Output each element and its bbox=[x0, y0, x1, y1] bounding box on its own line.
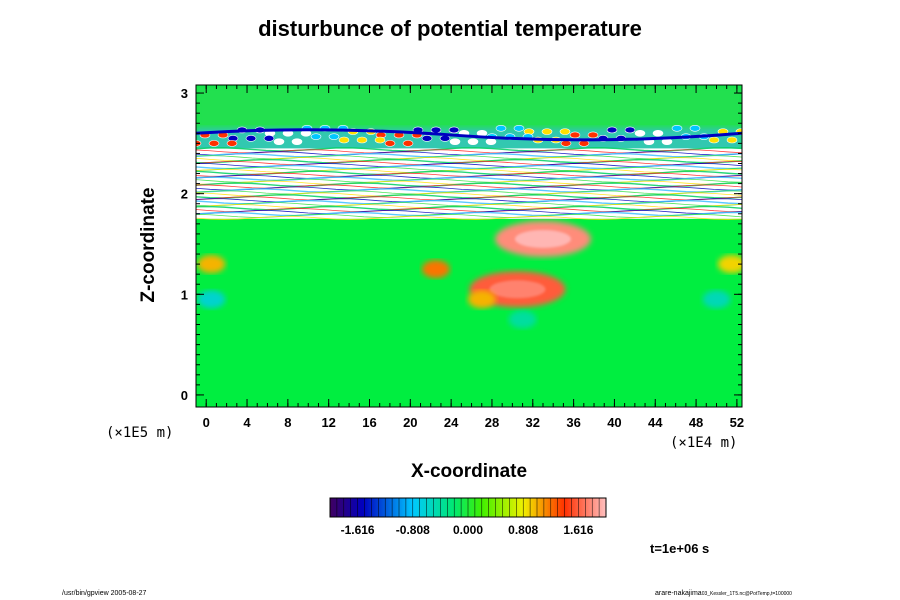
speckle bbox=[569, 131, 581, 139]
speckle bbox=[606, 126, 618, 134]
x-axis-title: X-coordinate bbox=[410, 461, 528, 482]
y-tick-label: 2 bbox=[181, 187, 188, 202]
colorbar-tick-label: 1.616 bbox=[563, 523, 593, 537]
stripe-line bbox=[196, 188, 742, 193]
stripe-line bbox=[196, 147, 742, 152]
speckle bbox=[338, 136, 350, 144]
speckle bbox=[624, 126, 636, 134]
stripe-line bbox=[196, 190, 742, 195]
x-tick-label: 32 bbox=[526, 415, 540, 430]
y-axis-unit: (×1E5 m) bbox=[106, 425, 174, 441]
footer-right-main: arare-nakajima bbox=[655, 590, 702, 597]
speckle bbox=[328, 133, 340, 140]
y-axis-title: Z-coordinate bbox=[138, 187, 159, 303]
feature-2 bbox=[421, 260, 450, 279]
footer-right-sub: 03_Kessler_1T5.nc@PotTemp,t=100000 bbox=[701, 591, 792, 597]
speckle bbox=[541, 128, 553, 135]
speckle bbox=[689, 124, 701, 132]
x-tick-label: 16 bbox=[362, 415, 376, 430]
speckle bbox=[708, 136, 720, 144]
speckle bbox=[245, 135, 257, 142]
speckle bbox=[559, 128, 571, 135]
speckle bbox=[634, 130, 646, 137]
y-axis-ticks: 0 1 2 3 bbox=[181, 86, 742, 403]
x-tick-label: 44 bbox=[648, 415, 663, 430]
x-tick-label: 24 bbox=[444, 415, 459, 430]
feature-6 bbox=[508, 310, 537, 329]
footer-right: arare-nakajima03_Kessler_1T5.nc@PotTemp,… bbox=[655, 590, 792, 597]
speckle bbox=[587, 131, 599, 139]
x-tick-label: 8 bbox=[284, 415, 291, 430]
speckle bbox=[208, 140, 220, 147]
footer-left: /usr/bin/gpview 2005-08-27 bbox=[62, 590, 147, 597]
speckle bbox=[449, 138, 461, 145]
disturbance-features bbox=[197, 220, 742, 329]
feature-core-1 bbox=[489, 280, 546, 299]
x-axis-ticks: 0 4 8 12 16 20 24 28 32 36 40 44 48 52 bbox=[203, 85, 744, 430]
x-tick-label: 48 bbox=[689, 415, 703, 430]
stripe-line bbox=[196, 168, 742, 173]
x-tick-label: 52 bbox=[730, 415, 744, 430]
stripe-line bbox=[196, 166, 742, 171]
plot-frame bbox=[195, 84, 743, 408]
colorbar-tick-label: 0.808 bbox=[508, 523, 538, 537]
feature-7 bbox=[197, 255, 226, 274]
time-label: t=1e+06 s bbox=[650, 541, 710, 556]
x-tick-label: 4 bbox=[243, 415, 251, 430]
feature-core-0 bbox=[514, 229, 571, 248]
y-tick-label: 1 bbox=[181, 287, 188, 302]
feature-8 bbox=[717, 255, 742, 274]
x-tick-label: 0 bbox=[203, 415, 210, 430]
colorbar-tick-label: 0.000 bbox=[453, 523, 483, 537]
x-tick-label: 40 bbox=[607, 415, 621, 430]
stripe-line bbox=[196, 211, 742, 217]
speckle bbox=[374, 136, 386, 144]
y-tick-label: 0 bbox=[181, 388, 188, 403]
speckle bbox=[448, 126, 460, 134]
heatmap-field bbox=[196, 85, 742, 407]
speckle bbox=[652, 130, 664, 137]
upper-streak bbox=[196, 128, 742, 142]
speckle bbox=[263, 135, 275, 142]
x-tick-label: 12 bbox=[321, 415, 335, 430]
colorbar-ticks: -1.616 -0.808 0.000 0.808 1.616 bbox=[329, 498, 607, 537]
y-tick-label: 3 bbox=[181, 86, 188, 101]
feature-4 bbox=[197, 290, 226, 309]
speckle bbox=[384, 140, 396, 147]
stripe-line bbox=[196, 186, 742, 191]
speckle bbox=[485, 138, 497, 145]
chart-title: disturbunce of potential temperature bbox=[258, 16, 642, 41]
colorbar-tick-label: -1.616 bbox=[341, 523, 375, 537]
speckle bbox=[430, 126, 442, 134]
x-axis-unit: (×1E4 m) bbox=[670, 435, 738, 451]
colorbar-tick-label: -0.808 bbox=[396, 523, 430, 537]
x-tick-label: 36 bbox=[566, 415, 580, 430]
speckle bbox=[356, 136, 368, 144]
stripe-line bbox=[196, 172, 742, 177]
stripe-line bbox=[196, 215, 742, 220]
speckle bbox=[310, 133, 322, 140]
stripe-line bbox=[196, 208, 742, 212]
speckle bbox=[226, 140, 238, 147]
feature-3 bbox=[467, 290, 496, 309]
x-tick-label: 20 bbox=[403, 415, 417, 430]
x-tick-label: 28 bbox=[485, 415, 499, 430]
white-stripe-band bbox=[196, 124, 742, 220]
speckle bbox=[402, 140, 414, 147]
speckle bbox=[513, 124, 525, 132]
speckle bbox=[273, 138, 285, 145]
stripe-line bbox=[196, 182, 742, 187]
speckle bbox=[467, 138, 479, 145]
speckle bbox=[671, 124, 683, 132]
speckle bbox=[495, 124, 507, 132]
stripe-line bbox=[196, 194, 742, 199]
feature-5 bbox=[702, 290, 731, 309]
speckle bbox=[291, 138, 303, 145]
speckle bbox=[726, 136, 738, 144]
stripe-line bbox=[196, 164, 742, 170]
speckle bbox=[421, 135, 433, 142]
stripe-line bbox=[196, 161, 742, 166]
